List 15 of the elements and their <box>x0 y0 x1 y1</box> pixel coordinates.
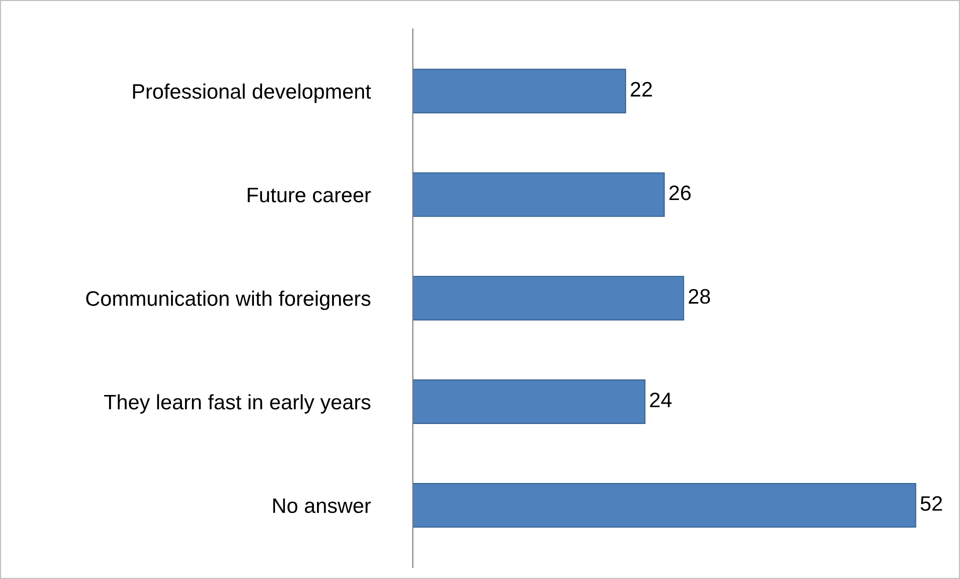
bar <box>412 68 626 114</box>
y-tick-label: Communication with foreigners <box>86 290 370 310</box>
data-label: 22 <box>630 82 652 96</box>
data-label: 24 <box>650 392 672 408</box>
bar <box>412 379 646 424</box>
y-tick-label: Professional development <box>133 84 371 103</box>
bar <box>412 172 665 217</box>
data-label: 28 <box>688 289 710 304</box>
data-label: 52 <box>920 496 942 511</box>
bar <box>412 482 916 528</box>
y-tick-label: Future career <box>248 188 371 202</box>
y-tick-label: No answer <box>273 498 371 514</box>
y-tick-label: They learn fast in early years <box>104 394 370 414</box>
bar <box>412 276 684 320</box>
data-label: 26 <box>669 185 691 200</box>
